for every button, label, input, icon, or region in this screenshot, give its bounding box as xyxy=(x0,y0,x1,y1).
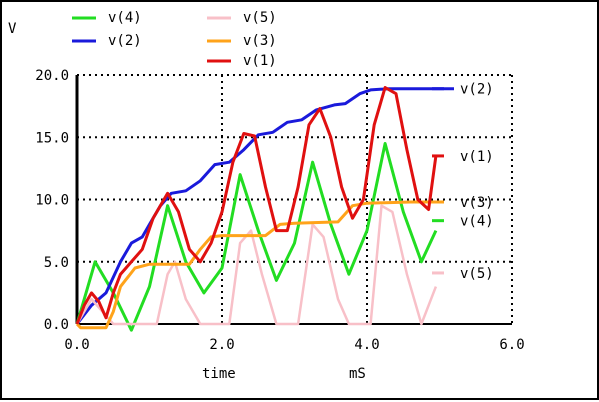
x-tick-label: 6.0 xyxy=(499,337,524,353)
legend-entry-v5: v(5) xyxy=(207,10,277,26)
end-label-text: v(2) xyxy=(460,82,494,98)
series-line-v3 xyxy=(75,200,440,330)
end-label-v5: v(5) xyxy=(432,266,494,282)
x-tick-label: 2.0 xyxy=(209,337,234,353)
end-label-v3: v(3) xyxy=(432,195,494,211)
y-tick-label: 10.0 xyxy=(35,193,69,209)
end-label-text: v(3) xyxy=(460,195,494,211)
y-axis-label: V xyxy=(8,21,17,37)
x-axis-label: time xyxy=(202,366,236,382)
end-label-text: v(4) xyxy=(460,214,494,230)
x-tick-label: 4.0 xyxy=(354,337,379,353)
legend-entry-v3: v(3) xyxy=(207,33,277,49)
end-label-v4: v(4) xyxy=(432,214,494,230)
series-line-v2 xyxy=(75,87,454,325)
legend-label: v(5) xyxy=(243,10,277,26)
y-tick-labels: 0.0 5.0 10.0 15.0 20.0 xyxy=(35,68,69,333)
legend-entry-v2: v(2) xyxy=(72,33,142,49)
x-tick-labels: 0.0 2.0 4.0 6.0 xyxy=(64,337,524,353)
series-line-v5 xyxy=(75,204,438,326)
series-end-labels: v(2) v(1) v(3) v(4) v(5) xyxy=(432,82,494,282)
end-label-v1: v(1) xyxy=(432,149,494,165)
end-label-text: v(1) xyxy=(460,149,494,165)
legend-label: v(2) xyxy=(108,33,142,49)
end-label-v2: v(2) xyxy=(432,82,494,98)
legend-entry-v1: v(1) xyxy=(207,53,277,69)
x-tick-label: 0.0 xyxy=(64,337,89,353)
y-tick-label: 0.0 xyxy=(44,317,69,333)
legend-label: v(1) xyxy=(243,53,277,69)
y-tick-label: 20.0 xyxy=(35,68,69,84)
legend-label: v(3) xyxy=(243,33,277,49)
y-tick-label: 5.0 xyxy=(44,255,69,271)
legend: v(4) v(2) v(5) v(3) v(1) xyxy=(72,10,277,69)
series-line-v4 xyxy=(75,142,438,332)
end-label-text: v(5) xyxy=(460,266,494,282)
series-line-v1 xyxy=(75,86,438,325)
x-axis-unit: mS xyxy=(349,366,366,382)
legend-entry-v4: v(4) xyxy=(72,10,142,26)
legend-label: v(4) xyxy=(108,10,142,26)
y-tick-label: 15.0 xyxy=(35,130,69,146)
series-lines xyxy=(75,86,454,332)
